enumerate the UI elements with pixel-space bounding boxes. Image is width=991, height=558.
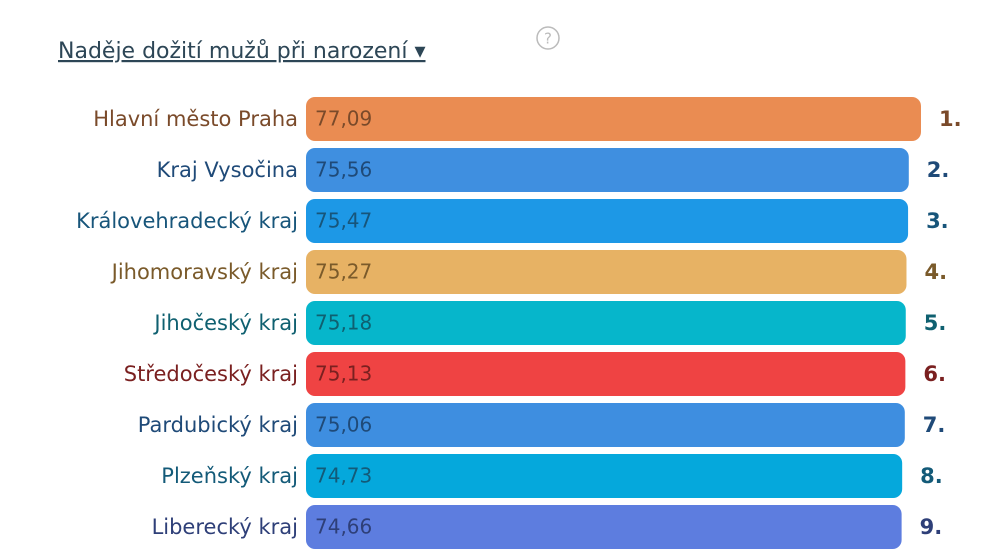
value-label: 75,56: [315, 158, 372, 182]
value-label: 75,13: [315, 362, 372, 386]
bar: [306, 403, 905, 447]
category-label: Hlavní město Praha: [93, 107, 298, 131]
rank-label: 9.: [920, 515, 943, 539]
rank-label: 8.: [920, 464, 943, 488]
value-label: 74,66: [315, 515, 372, 539]
category-label: Středočeský kraj: [124, 362, 298, 386]
chart-title[interactable]: Naděje dožití mužů při narození ▾: [58, 39, 426, 64]
help-icon-text: ?: [544, 30, 552, 48]
help-icon[interactable]: [536, 26, 560, 50]
bar: [306, 505, 902, 549]
bar: [306, 250, 907, 294]
rank-label: 5.: [924, 311, 947, 335]
bar: [306, 199, 909, 243]
category-label: Plzeňský kraj: [161, 464, 298, 488]
category-label: Pardubický kraj: [138, 413, 298, 437]
bar: [306, 454, 903, 498]
category-label: Jihomoravský kraj: [110, 260, 298, 284]
rank-label: 1.: [939, 107, 962, 131]
value-label: 75,06: [315, 413, 372, 437]
rank-label: 3.: [926, 209, 949, 233]
rank-label: 7.: [923, 413, 946, 437]
rank-label: 2.: [927, 158, 950, 182]
rank-label: 6.: [923, 362, 946, 386]
value-label: 77,09: [315, 107, 372, 131]
bar: [306, 97, 921, 141]
category-label: Kraj Vysočina: [157, 158, 298, 182]
bar: [306, 301, 906, 345]
value-label: 75,18: [315, 311, 372, 335]
rank-label: 4.: [924, 260, 947, 284]
value-label: 74,73: [315, 464, 372, 488]
bar: [306, 148, 909, 192]
value-label: 75,27: [315, 260, 372, 284]
category-label: Liberecký kraj: [152, 515, 298, 539]
category-label: Jihočeský kraj: [152, 311, 298, 335]
bar: [306, 352, 906, 396]
category-label: Královehradecký kraj: [76, 209, 298, 233]
value-label: 75,47: [315, 209, 372, 233]
